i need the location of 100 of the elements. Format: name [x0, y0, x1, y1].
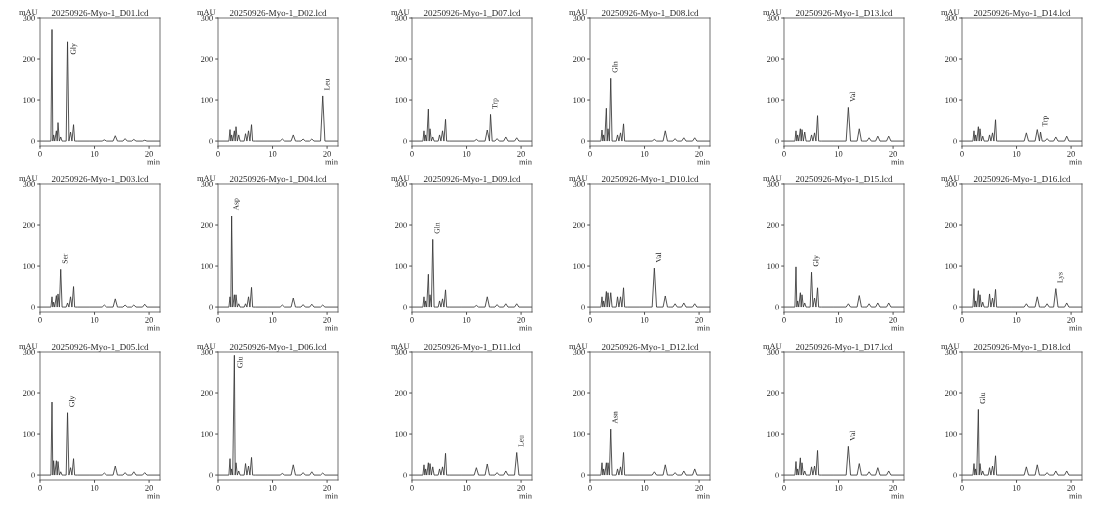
- y-tick-label: 0: [775, 138, 779, 145]
- line-series: [590, 267, 710, 308]
- x-tick-label: 20: [323, 151, 331, 157]
- y-tick-label: 100: [201, 97, 213, 104]
- chart-title: 20250926-Myo-1_D16.lcd: [973, 175, 1071, 184]
- x-tick-label: 0: [588, 485, 592, 491]
- y-tick-label: 300: [201, 15, 213, 21]
- x-tick-label: 20: [517, 485, 525, 491]
- y-tick-label: 100: [395, 97, 407, 104]
- y-axis-title: mAU: [197, 343, 216, 350]
- y-tick-label: 300: [23, 15, 35, 21]
- x-axis-title: min: [147, 325, 160, 331]
- y-axis-title: mAU: [763, 9, 782, 16]
- y-tick-label: 100: [573, 263, 585, 270]
- chart-title: 20250926-Myo-1_D03.lcd: [51, 175, 149, 184]
- line-series: [784, 266, 904, 308]
- y-axis-title: mAU: [763, 175, 782, 182]
- x-tick-label: 10: [463, 317, 471, 323]
- y-tick-label: 100: [201, 431, 213, 438]
- line-series: [784, 445, 904, 476]
- x-axis-title: min: [891, 493, 904, 499]
- y-axis-title: mAU: [197, 9, 216, 16]
- x-tick-label: 10: [835, 317, 843, 323]
- y-tick-label: 200: [23, 390, 35, 396]
- line-series: [784, 107, 904, 142]
- line-series: [412, 452, 532, 476]
- chart-title: 20250926-Myo-1_D11.lcd: [424, 343, 521, 352]
- y-tick-label: 0: [31, 304, 35, 311]
- x-tick-label: 0: [782, 317, 786, 323]
- y-axis-title: mAU: [941, 343, 960, 350]
- x-tick-label: 20: [517, 151, 525, 157]
- line-series: [218, 95, 338, 142]
- x-tick-label: 10: [269, 485, 277, 491]
- x-tick-label: 10: [1013, 151, 1021, 157]
- chart-title: 20250926-Myo-1_D01.lcd: [51, 9, 149, 18]
- x-tick-label: 0: [410, 485, 414, 491]
- chart-title: 20250926-Myo-1_D10.lcd: [601, 175, 699, 184]
- y-tick-label: 0: [581, 138, 585, 145]
- x-axis-title: min: [147, 493, 160, 499]
- x-tick-label: 10: [641, 485, 649, 491]
- x-axis-title: min: [325, 325, 338, 331]
- y-tick-label: 300: [201, 181, 213, 187]
- chart-title: 20250926-Myo-1_D14.lcd: [973, 9, 1071, 18]
- y-tick-label: 100: [767, 97, 779, 104]
- y-tick-label: 100: [395, 263, 407, 270]
- line-series: [962, 409, 1082, 476]
- x-axis-title: min: [891, 325, 904, 331]
- y-tick-label: 100: [573, 97, 585, 104]
- y-tick-label: 100: [945, 97, 957, 104]
- x-tick-label: 20: [1067, 317, 1075, 323]
- x-tick-label: 20: [517, 317, 525, 323]
- y-tick-label: 0: [775, 304, 779, 311]
- x-tick-label: 10: [463, 151, 471, 157]
- y-tick-label: 0: [403, 304, 407, 311]
- y-axis-title: mAU: [197, 175, 216, 182]
- y-tick-label: 200: [23, 56, 35, 62]
- x-tick-label: 10: [91, 317, 99, 323]
- x-tick-label: 20: [145, 317, 153, 323]
- x-axis-title: min: [519, 159, 532, 165]
- y-tick-label: 200: [395, 56, 407, 62]
- x-tick-label: 0: [216, 151, 220, 157]
- x-tick-label: 10: [1013, 485, 1021, 491]
- x-axis-title: min: [1069, 493, 1082, 499]
- y-tick-label: 100: [767, 431, 779, 438]
- x-axis-title: min: [697, 325, 710, 331]
- y-tick-label: 300: [573, 15, 585, 21]
- x-tick-label: 0: [782, 151, 786, 157]
- y-axis-title: mAU: [941, 175, 960, 182]
- chart-title: 20250926-Myo-1_D17.lcd: [795, 343, 893, 352]
- x-tick-label: 0: [782, 485, 786, 491]
- y-tick-label: 100: [201, 263, 213, 270]
- y-tick-label: 300: [395, 349, 407, 355]
- x-tick-label: 0: [960, 151, 964, 157]
- y-tick-label: 300: [945, 349, 957, 355]
- chart-title: 20250926-Myo-1_D13.lcd: [795, 9, 893, 18]
- x-tick-label: 10: [835, 485, 843, 491]
- chart-title: 20250926-Myo-1_D12.lcd: [601, 343, 699, 352]
- y-tick-label: 200: [945, 222, 957, 228]
- x-axis-title: min: [697, 159, 710, 165]
- x-tick-label: 20: [1067, 485, 1075, 491]
- y-tick-label: 300: [201, 349, 213, 355]
- x-axis-title: min: [147, 159, 160, 165]
- y-tick-label: 200: [201, 56, 213, 62]
- x-tick-label: 10: [91, 485, 99, 491]
- y-tick-label: 100: [945, 431, 957, 438]
- y-tick-label: 0: [31, 472, 35, 479]
- y-tick-label: 100: [573, 431, 585, 438]
- y-tick-label: 100: [23, 263, 35, 270]
- chart-title: 20250926-Myo-1_D15.lcd: [795, 175, 893, 184]
- line-series: [590, 77, 710, 142]
- y-tick-label: 200: [945, 56, 957, 62]
- x-tick-label: 10: [1013, 317, 1021, 323]
- y-tick-label: 200: [767, 222, 779, 228]
- chart-title: 20250926-Myo-1_D05.lcd: [51, 343, 149, 352]
- x-axis-title: min: [519, 325, 532, 331]
- x-axis-title: min: [325, 493, 338, 499]
- y-tick-label: 0: [953, 472, 957, 479]
- y-axis-title: mAU: [569, 9, 588, 16]
- y-axis-title: mAU: [19, 9, 38, 16]
- x-axis-title: min: [891, 159, 904, 165]
